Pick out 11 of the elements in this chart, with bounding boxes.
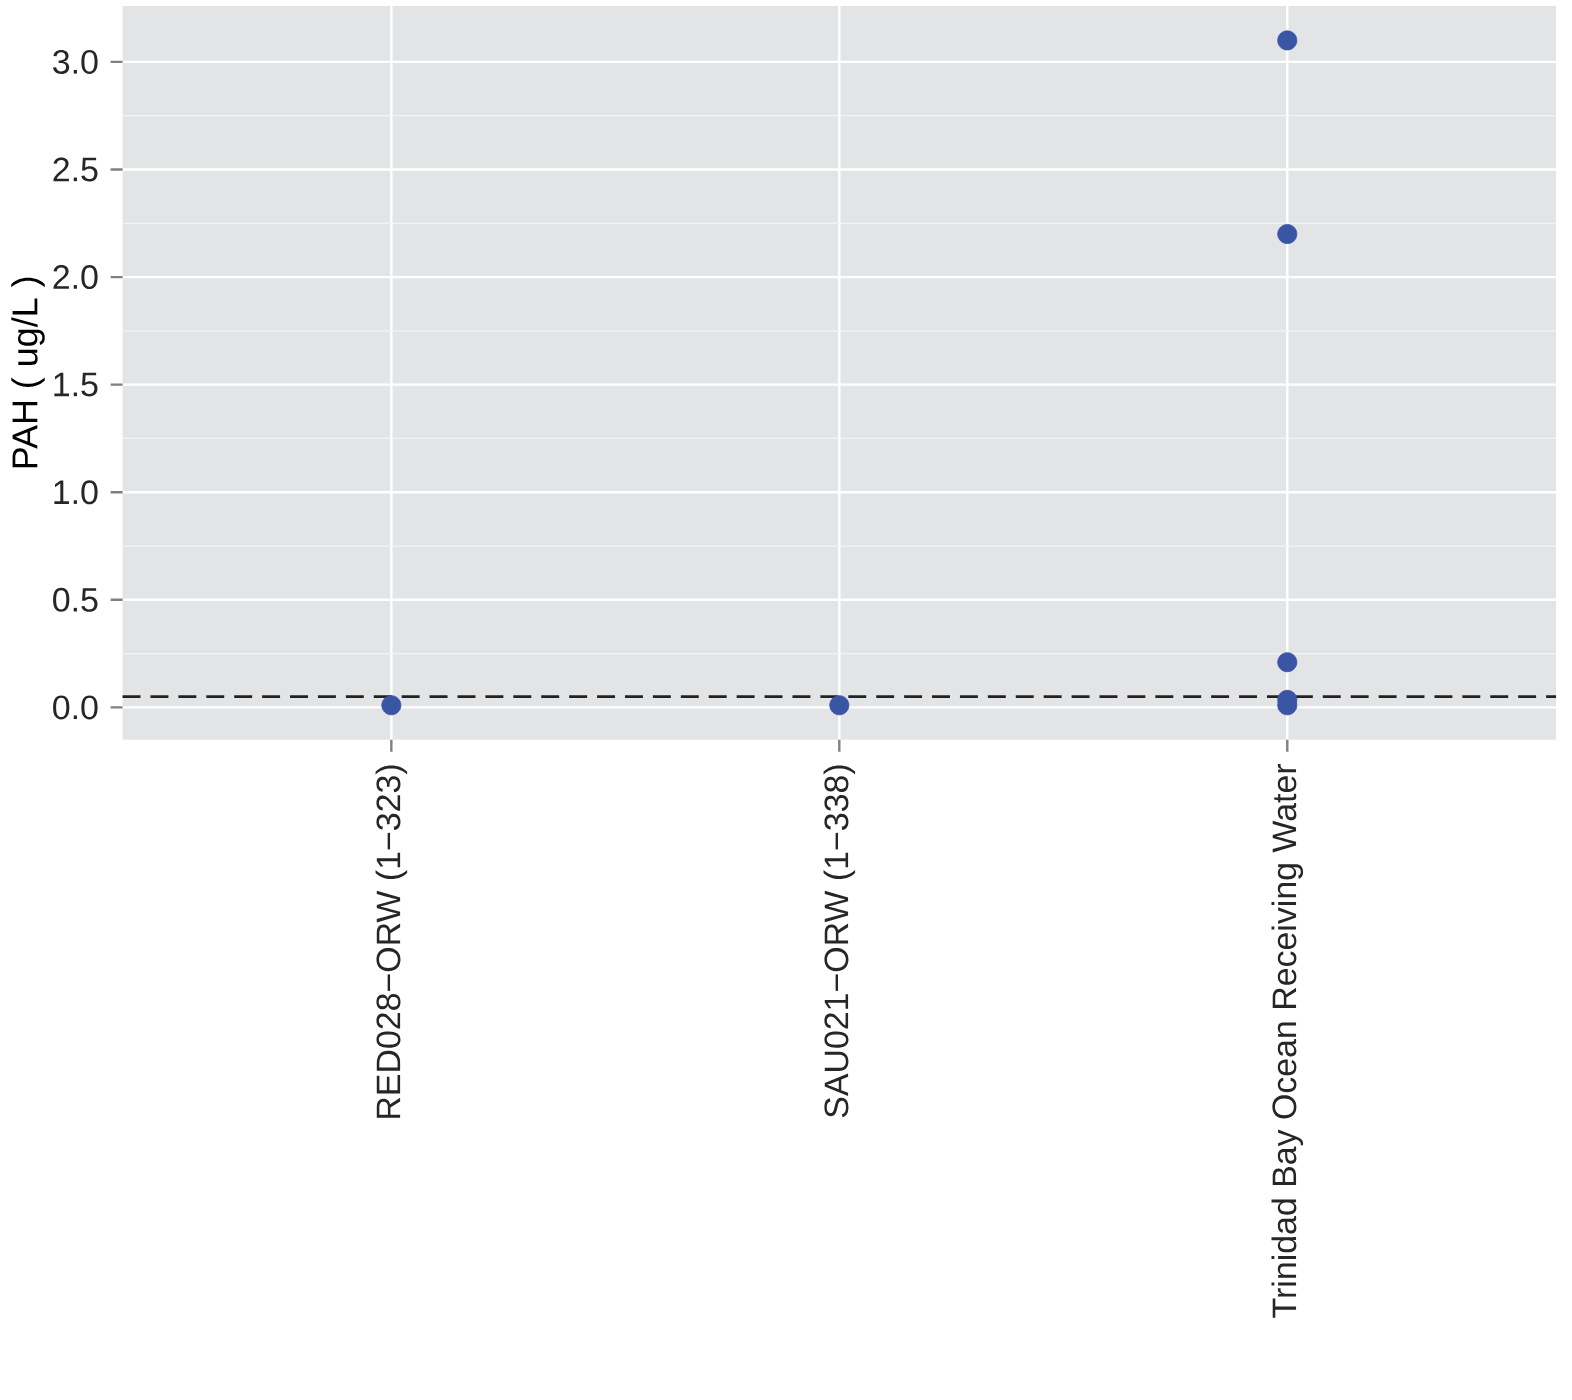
y-tick-label: 3.0 — [53, 50, 98, 75]
y-tick-label: 1.0 — [54, 480, 98, 505]
x-tick-label: RED028−ORW (1−323) — [375, 765, 408, 1119]
y-tick-label: 0.5 — [53, 588, 98, 613]
y-axis-title: PAH ( ug/L ) — [11, 277, 45, 468]
y-tick-label: 1.5 — [54, 373, 98, 397]
y-tick-label: 0.0 — [53, 695, 98, 720]
y-tick-label: 2.5 — [53, 157, 98, 182]
y-tick-label: 2.0 — [53, 265, 98, 290]
x-tick-label: Trinidad Bay Ocean Receiving Water — [1271, 764, 1304, 1318]
x-tick-label: SAU021−ORW (1−338) — [823, 765, 856, 1118]
